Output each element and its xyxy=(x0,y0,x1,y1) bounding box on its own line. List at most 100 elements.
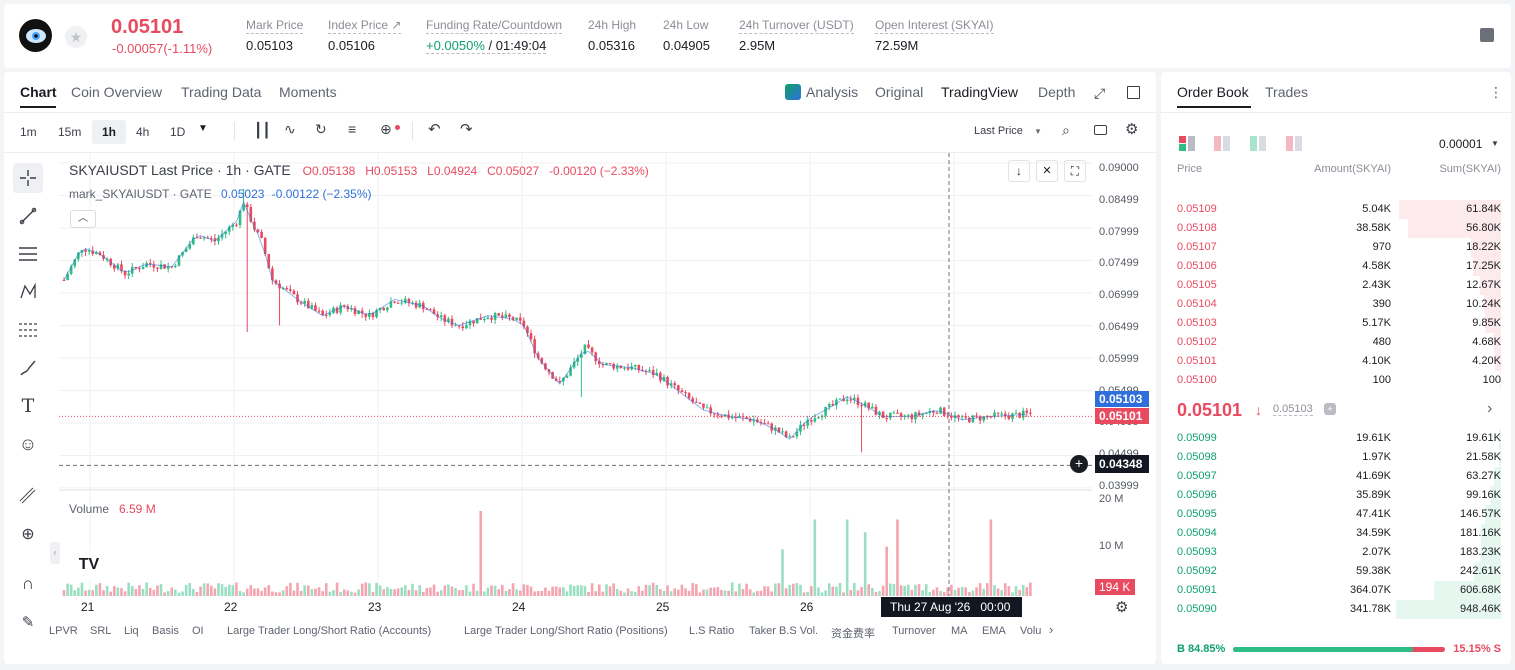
view-depth[interactable]: Depth xyxy=(1038,84,1076,100)
price-type-select[interactable]: Last Price xyxy=(974,125,1023,137)
edit-pencil-icon[interactable]: ✎ xyxy=(21,614,35,631)
contract-info-icon[interactable] xyxy=(1480,28,1494,42)
favorite-star-icon[interactable]: ★ xyxy=(65,26,87,48)
search-icon[interactable]: ⌕ xyxy=(1062,122,1070,138)
interval-1d[interactable]: 1D xyxy=(170,125,186,139)
orderbook-row[interactable]: 0.05096 35.89K 99.16K xyxy=(1161,486,1511,505)
orderbook-row[interactable]: 0.05097 41.69K 63.27K xyxy=(1161,467,1511,486)
interval-1h[interactable]: 1h xyxy=(102,125,117,139)
ruler-tool-icon[interactable] xyxy=(13,481,43,511)
view-original[interactable]: Original xyxy=(875,84,924,100)
trendline-tool-icon[interactable] xyxy=(13,201,43,231)
fib-tool-icon[interactable] xyxy=(13,315,43,345)
indicator-taker-bs-vol[interactable]: Taker B.S Vol. xyxy=(749,625,819,637)
precision-dropdown-icon[interactable]: ▼ xyxy=(1491,139,1499,148)
tab-trading-data[interactable]: Trading Data xyxy=(181,84,262,100)
more-options-icon[interactable]: ⋮ xyxy=(1489,84,1503,100)
template-icon[interactable]: ≡ xyxy=(348,121,357,137)
interval-dropdown-icon[interactable]: ▼ xyxy=(198,123,208,134)
indicator-turnover[interactable]: Turnover xyxy=(892,625,936,637)
orderbook-row[interactable]: 0.05092 59.38K 242.61K xyxy=(1161,562,1511,581)
view-tradingview[interactable]: TradingView xyxy=(941,84,1019,100)
indicator-ema[interactable]: EMA xyxy=(982,625,1006,637)
stat-label-open-interest[interactable]: Open Interest (SKYAI) xyxy=(875,18,994,34)
orderbook-row[interactable]: 0.05106 4.58K 17.25K xyxy=(1161,257,1511,276)
precision-select[interactable]: 0.00001 xyxy=(1439,137,1483,151)
pattern-tool-icon[interactable] xyxy=(13,277,43,307)
indicator-srl[interactable]: SRL xyxy=(90,625,112,637)
indicator-basis[interactable]: Basis xyxy=(152,625,179,637)
add-alert-plus-icon[interactable]: + xyxy=(1070,455,1088,473)
orderbook-row[interactable]: 0.05093 2.07K 183.23K xyxy=(1161,543,1511,562)
indicator-ltlsr-accounts[interactable]: Large Trader Long/Short Ratio (Accounts) xyxy=(227,625,432,637)
view-bids-icon[interactable] xyxy=(1250,136,1267,151)
indicator-funding-rate[interactable]: 资金费率 xyxy=(831,627,875,640)
orderbook-row[interactable]: 0.05101 4.10K 4.20K xyxy=(1161,352,1511,371)
tab-moments[interactable]: Moments xyxy=(279,84,337,100)
orderbook-row[interactable]: 0.05102 480 4.68K xyxy=(1161,333,1511,352)
window-icon[interactable] xyxy=(1127,86,1140,99)
indicator-ls-ratio[interactable]: L.S Ratio xyxy=(689,625,735,637)
candle-type-icon[interactable]: ┃┃ xyxy=(254,122,271,138)
view-large-asks-icon[interactable] xyxy=(1286,136,1303,151)
collapse-toolbar-icon[interactable]: ‹ xyxy=(50,542,60,564)
zoom-tool-icon[interactable]: ⊕ xyxy=(21,526,35,543)
horizontal-lines-tool-icon[interactable] xyxy=(13,239,43,269)
expand-chevron-icon[interactable]: › xyxy=(1487,400,1493,417)
indicator-ltlsr-positions[interactable]: Large Trader Long/Short Ratio (Positions… xyxy=(464,625,668,637)
collapse-legend-icon[interactable]: ︿ xyxy=(70,210,96,228)
orderbook-row[interactable]: 0.05100 100 100 xyxy=(1161,371,1511,390)
magnet-tool-icon[interactable]: ∩ xyxy=(21,574,35,593)
indicator-liq[interactable]: Liq xyxy=(124,625,139,637)
scroll-down-icon[interactable]: ↓ xyxy=(1008,160,1030,182)
indicators-scroll-right-icon[interactable]: › xyxy=(1049,622,1054,637)
stat-label-funding[interactable]: Funding Rate/Countdown xyxy=(426,18,563,34)
orderbook-row[interactable]: 0.05105 2.43K 12.67K xyxy=(1161,276,1511,295)
interval-15m[interactable]: 15m xyxy=(58,125,82,139)
tab-chart[interactable]: Chart xyxy=(20,84,57,100)
view-analysis[interactable]: Analysis xyxy=(806,84,859,100)
indicator-ma[interactable]: MA xyxy=(951,625,968,637)
redo-icon[interactable]: ↷ xyxy=(460,121,473,138)
interval-1m[interactable]: 1m xyxy=(20,125,37,139)
indicators-icon[interactable]: ∿ xyxy=(284,121,296,137)
snapshot-camera-icon[interactable] xyxy=(1094,125,1107,135)
maximize-pane-icon[interactable]: ⛶ xyxy=(1064,160,1086,182)
expand-icon[interactable]: ⤢ xyxy=(1094,85,1106,101)
orderbook-row[interactable]: 0.05091 364.07K 606.68K xyxy=(1161,581,1511,600)
price-type-dropdown-icon[interactable]: ▼ xyxy=(1034,127,1042,136)
orderbook-row[interactable]: 0.05098 1.97K 21.58K xyxy=(1161,448,1511,467)
interval-4h[interactable]: 4h xyxy=(136,125,150,139)
tab-trades[interactable]: Trades xyxy=(1265,84,1309,100)
stat-label-turnover[interactable]: 24h Turnover (USDT) xyxy=(739,18,854,34)
text-tool-icon[interactable]: T xyxy=(21,395,35,417)
view-both-icon[interactable] xyxy=(1179,136,1196,151)
settings-gear-icon[interactable]: ⚙ xyxy=(1125,121,1139,138)
orderbook-row[interactable]: 0.05104 390 10.24K xyxy=(1161,295,1511,314)
indicator-oi[interactable]: OI xyxy=(192,625,204,637)
orderbook-row[interactable]: 0.05107 970 18.22K xyxy=(1161,238,1511,257)
orderbook-row[interactable]: 0.05108 38.58K 56.80K xyxy=(1161,219,1511,238)
indicator-lpvr[interactable]: LPVR xyxy=(49,625,78,637)
indicator-volume[interactable]: Volu xyxy=(1020,625,1042,637)
collapse-pane-icon[interactable]: ✕ xyxy=(1036,160,1058,182)
tab-order-book[interactable]: Order Book xyxy=(1177,84,1249,100)
orderbook-row[interactable]: 0.05109 5.04K 61.84K xyxy=(1161,200,1511,219)
stat-label-index-price[interactable]: Index Price ↗ xyxy=(328,18,402,34)
replay-icon[interactable]: ↻ xyxy=(315,121,327,137)
view-asks-icon[interactable] xyxy=(1214,136,1231,151)
emoji-tool-icon[interactable]: ☺ xyxy=(18,433,38,454)
brush-tool-icon[interactable] xyxy=(13,353,43,383)
crosshair-tool-icon[interactable] xyxy=(13,163,43,193)
orderbook-row[interactable]: 0.05094 34.59K 181.16K xyxy=(1161,524,1511,543)
mid-mark-price[interactable]: 0.05103 xyxy=(1273,403,1313,416)
orderbook-row[interactable]: 0.05090 341.78K 948.46K xyxy=(1161,600,1511,619)
tab-coin-overview[interactable]: Coin Overview xyxy=(71,84,163,100)
undo-icon[interactable]: ↶ xyxy=(428,121,441,138)
chart-settings-icon[interactable]: ⚙ xyxy=(1115,599,1129,616)
orderbook-row[interactable]: 0.05103 5.17K 9.85K xyxy=(1161,314,1511,333)
add-indicator-icon[interactable]: ⊕ xyxy=(380,121,392,137)
stat-label-mark-price[interactable]: Mark Price xyxy=(246,18,304,34)
orderbook-row[interactable]: 0.05099 19.61K 19.61K xyxy=(1161,429,1511,448)
price-chart[interactable] xyxy=(59,153,1092,596)
